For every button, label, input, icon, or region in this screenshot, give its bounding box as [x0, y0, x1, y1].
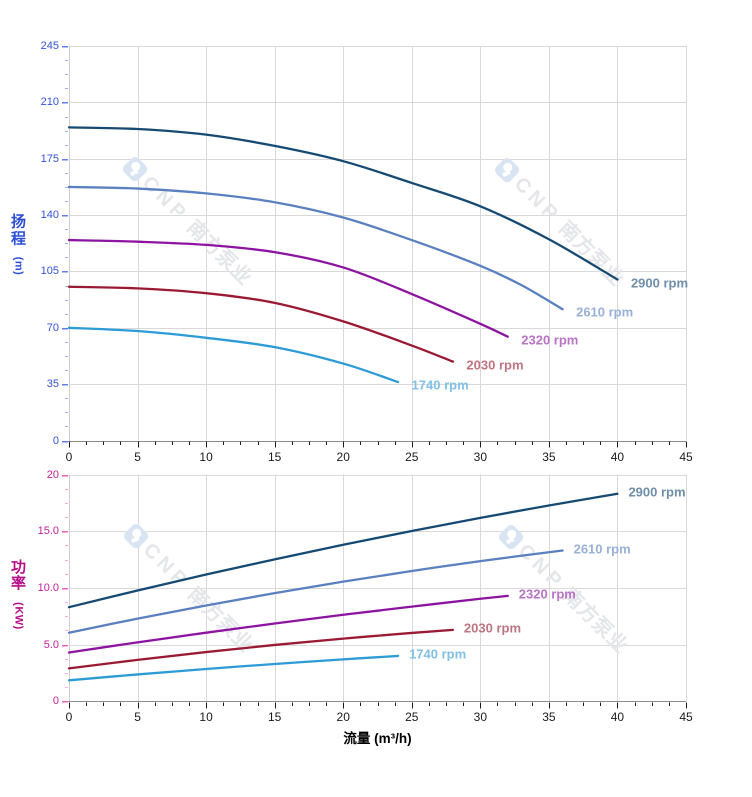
- curve-1740-rpm: [67, 326, 400, 384]
- chart2-y-tick-label: 20: [46, 468, 59, 481]
- chart2-x-tick-label: 30: [473, 709, 488, 724]
- chart2-x-tick-label: 35: [542, 709, 556, 724]
- chart1-x-tick-label: 10: [199, 449, 213, 464]
- head-y-axis-title: 扬程 (m): [10, 213, 27, 276]
- chart2-x-tick-label: 5: [134, 709, 141, 724]
- chart1-x-tick-label: 20: [336, 449, 350, 464]
- curve-2030-rpm: [67, 285, 455, 363]
- chart1-y-tick-label: 175: [40, 152, 59, 165]
- power-y-axis-title: 功率 (KW): [10, 559, 27, 630]
- series-label-2030-rpm: 2030 rpm: [466, 357, 524, 373]
- curve-2610-rpm: [67, 549, 564, 634]
- curve-2320-rpm: [67, 594, 509, 654]
- chart1-x-tick-label: 35: [542, 449, 556, 464]
- series-label-2900-rpm: 2900 rpm: [628, 484, 686, 500]
- curve-2610-rpm: [67, 185, 564, 311]
- chart1-y-tick-label: 210: [40, 96, 59, 109]
- series-label-2610-rpm: 2610 rpm: [576, 304, 634, 320]
- curve-2900-rpm: [67, 492, 619, 609]
- series-label-1740-rpm: 1740 rpm: [409, 646, 467, 662]
- chart1-x-tick-label: 5: [134, 449, 141, 464]
- chart2-y-tick-label: 10.0: [37, 581, 59, 594]
- chart1-y-tick-label: 0: [52, 434, 59, 447]
- chart2-x-tick-label: 25: [405, 709, 419, 724]
- series-label-2320-rpm: 2320 rpm: [521, 332, 579, 348]
- chart1-y-tick-label: 245: [40, 40, 59, 53]
- x-axis-title: 流量 (m³/h): [343, 730, 412, 746]
- curve-1740-rpm: [67, 654, 400, 682]
- head-y-axis-title-unit: (m): [12, 256, 25, 276]
- head-y-axis-title-text: 扬程: [11, 213, 27, 248]
- chart2-x-tick-label: 0: [65, 709, 73, 724]
- curve-2320-rpm: [67, 238, 509, 338]
- series-label-2610-rpm: 2610 rpm: [573, 541, 631, 557]
- chart1-x-tick-label: 0: [65, 449, 73, 464]
- chart1-x-tick-label: 40: [610, 449, 625, 464]
- chart2-x-tick-label: 10: [199, 709, 213, 724]
- chart2-y-tick-label: 5.0: [43, 638, 59, 651]
- curve-2030-rpm: [67, 628, 455, 670]
- chart2-y-tick-label: 0: [52, 695, 59, 708]
- curve-2900-rpm: [67, 126, 619, 281]
- chart1-x-tick-label: 15: [267, 449, 282, 464]
- chart1-x-tick-label: 45: [679, 449, 693, 464]
- chart2-x-tick-label: 15: [267, 709, 282, 724]
- chart1-x-tick-label: 25: [405, 449, 419, 464]
- chart1-y-tick-label: 140: [40, 209, 59, 222]
- chart2-x-tick-label: 20: [336, 709, 350, 724]
- chart1-y-tick-label: 70: [46, 321, 59, 334]
- power-y-axis-title-text: 功率: [11, 559, 27, 593]
- chart2-y-tick-label: 15.0: [37, 525, 59, 538]
- series-label-2320-rpm: 2320 rpm: [518, 586, 576, 602]
- chart2-x-tick-label: 40: [610, 709, 625, 724]
- series-label-2900-rpm: 2900 rpm: [630, 275, 689, 291]
- series-label-1740-rpm: 1740 rpm: [411, 377, 469, 393]
- chart1-y-tick-label: 105: [40, 265, 59, 278]
- chart1-y-tick-label: 35: [46, 378, 59, 391]
- chart1-x-tick-label: 30: [473, 449, 488, 464]
- chart2-x-tick-label: 45: [679, 709, 693, 724]
- series-label-2030-rpm: 2030 rpm: [463, 620, 521, 636]
- power-y-axis-title-unit: (KW): [12, 602, 25, 630]
